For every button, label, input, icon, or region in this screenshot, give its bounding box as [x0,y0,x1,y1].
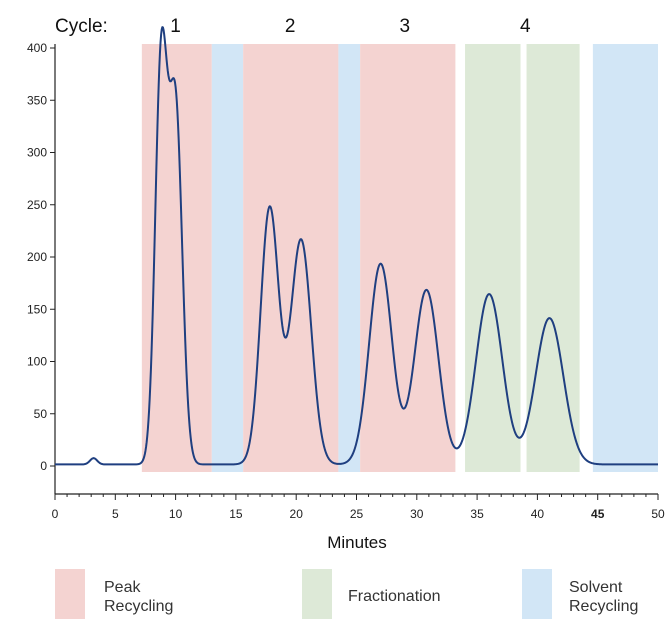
legend-swatch-fraction [302,569,332,619]
x-tick-label: 10 [169,507,183,521]
cycle-label-3: 3 [399,16,410,37]
cycle-label-2: 2 [285,16,296,37]
legend-label-solvent: Solvent [569,579,623,596]
axes-layer: 0 50 100 150 200 250 300 350 400 0 5 10 15 20 25 30 35 40… [27,41,665,521]
y-tick-label: 300 [27,146,47,160]
legend-label-solvent: Recycling [569,598,638,615]
fraction-region-6 [526,44,580,472]
y-tick-label: 100 [27,355,47,369]
x-tick-label: 0 [52,507,59,521]
y-tick-label: 50 [34,407,48,421]
y-tick-label: 400 [27,41,47,55]
solvent-region-7 [592,44,658,472]
y-tick-label: 150 [27,302,47,316]
legend-swatch-solvent [522,569,552,619]
regions-layer [141,44,658,472]
x-tick-label: 30 [410,507,424,521]
x-tick-label: 45 [591,507,605,521]
y-tick-label: 0 [40,459,47,473]
cycle-label-1: 1 [170,16,181,37]
cycle-title: Cycle: [55,16,108,37]
labels-layer: Cycle: Minutes 1 2 3 4 [55,16,531,552]
cycle-label-4: 4 [520,16,531,37]
y-tick-label: 200 [27,250,47,264]
peak-region-2 [243,44,339,472]
y-tick-label: 350 [27,93,47,107]
x-tick-label: 5 [112,507,119,521]
chromatogram-line [54,26,659,466]
legend-swatch-peak [55,569,85,619]
x-tick-label: 35 [470,507,484,521]
trace-layer [54,26,659,466]
legend-label-peak: Peak [104,579,141,596]
legend-label-fraction: Fractionation [348,588,441,605]
x-tick-label: 25 [350,507,364,521]
solvent-region-1 [211,44,244,472]
x-tick-label: 15 [229,507,243,521]
fraction-region-5 [465,44,521,472]
solvent-region-3 [338,44,361,472]
x-tick-label: 50 [651,507,665,521]
y-tick-label: 250 [27,198,47,212]
x-tick-label: 20 [290,507,304,521]
legend: Peak Recycling Fractionation Solvent Recycli… [55,569,638,619]
peak-region-4 [360,44,456,472]
x-tick-label: 40 [531,507,545,521]
legend-label-peak: Recycling [104,598,173,615]
x-axis-title: Minutes [327,533,387,552]
